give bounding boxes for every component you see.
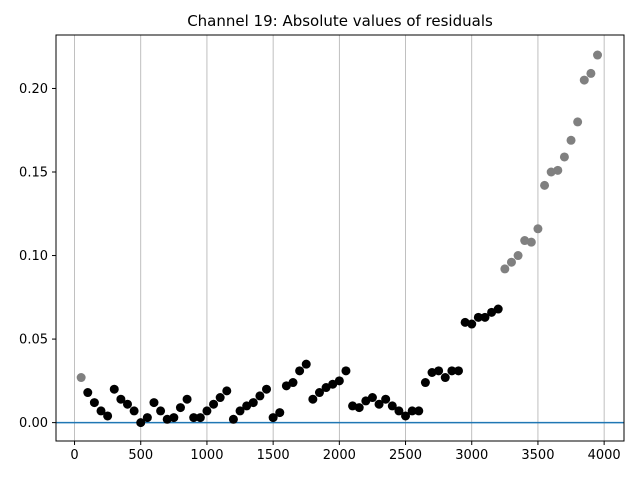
x-tick-label: 2500 [389,448,422,463]
data-point [593,50,603,60]
data-point [341,366,351,376]
data-point [394,406,404,416]
data-point [526,237,536,247]
data-point [268,413,278,423]
data-point [434,366,444,376]
y-tick-label: 0.10 [19,249,48,264]
data-point [533,224,543,234]
data-point [540,180,550,190]
data-point [553,165,563,175]
data-point [467,319,477,329]
data-point [301,359,311,369]
data-point [414,406,424,416]
data-point [83,388,93,398]
data-point [334,376,344,386]
data-point [559,152,569,162]
data-point [453,366,463,376]
data-point [116,394,126,404]
data-point [235,406,245,416]
data-point [281,381,291,391]
axes [52,34,625,445]
y-tick-label: 0.05 [19,333,48,348]
data-point [215,393,225,403]
data-point [222,386,232,396]
data-point [228,414,238,424]
data-point [440,373,450,383]
data-point [248,398,258,408]
data-point [209,399,219,409]
data-point [586,68,596,78]
chart-title: Channel 19: Absolute values of residuals [187,12,493,30]
data-points [76,50,603,428]
data-point [513,251,523,261]
data-point [493,304,503,314]
data-point [288,378,298,388]
data-point [500,264,510,274]
data-point [242,401,252,411]
data-point [487,307,497,317]
data-point [255,391,265,401]
data-point [295,366,305,376]
data-point [195,413,205,423]
x-tick-label: 1500 [257,448,290,463]
data-point [579,75,589,85]
data-point [182,394,192,404]
data-point [367,393,377,403]
data-point [573,117,583,127]
y-tick-label: 0.00 [19,416,48,431]
data-point [473,312,483,322]
x-tick-label: 3000 [455,448,488,463]
x-tick-label: 1000 [190,448,223,463]
data-point [566,135,576,145]
data-point [361,396,371,406]
data-point [142,413,152,423]
data-point [374,399,384,409]
data-point [381,394,391,404]
data-point [275,408,285,418]
data-point [122,399,132,409]
data-point [401,411,411,421]
data-point [321,383,331,393]
data-point [420,378,430,388]
data-point [156,406,166,416]
data-point [149,398,159,408]
data-point [89,398,99,408]
data-point [76,373,86,383]
x-tick-label: 4000 [588,448,621,463]
data-point [328,379,338,389]
x-tick-label: 3500 [521,448,554,463]
data-point [314,388,324,398]
data-point [96,406,106,416]
y-tick-label: 0.15 [19,166,48,181]
data-point [262,384,272,394]
data-point [447,366,457,376]
data-point [169,413,179,423]
data-point [129,406,139,416]
grid-lines [74,35,605,441]
x-tick-label: 500 [128,448,153,463]
data-point [103,411,113,421]
data-point [506,257,516,267]
data-point [189,413,199,423]
data-point [175,403,185,413]
data-point [202,406,212,416]
x-tick-label: 2000 [323,448,356,463]
data-point [109,384,119,394]
data-point [407,406,417,416]
data-point [136,418,146,428]
data-point [354,403,364,413]
data-point [308,394,318,404]
tick-labels: 0 500 1000 1500 2000 2500 3000 3500 4000 0.00 0.05… [19,82,621,463]
y-tick-label: 0.20 [19,82,48,97]
plot-frame [55,34,625,442]
data-point [387,401,397,411]
data-point [480,312,490,322]
x-tick-label: 0 [70,448,78,463]
